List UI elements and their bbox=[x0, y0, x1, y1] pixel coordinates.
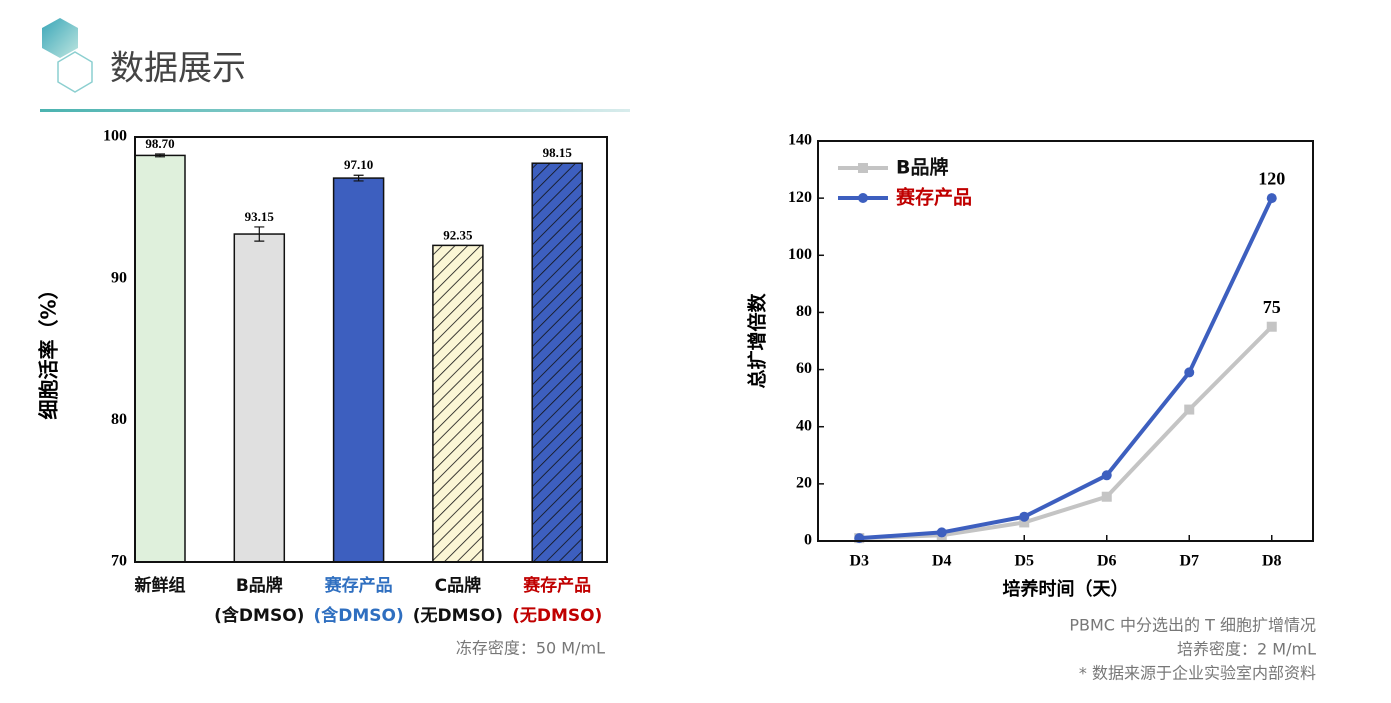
x-tick-label: D4 bbox=[932, 553, 952, 570]
y-tick-label: 70 bbox=[111, 553, 127, 570]
bar bbox=[134, 154, 186, 563]
y-tick-label: 40 bbox=[796, 417, 812, 434]
y-tick-label: 100 bbox=[103, 128, 127, 145]
marker bbox=[1184, 367, 1195, 378]
y-tick-label: 80 bbox=[111, 411, 127, 428]
y-tick-label: 100 bbox=[788, 246, 812, 263]
x-tick-label: D3 bbox=[849, 553, 869, 570]
y-axis-title: 细胞活率（%） bbox=[37, 279, 61, 419]
x-tick-label: (含DMSO) bbox=[214, 605, 304, 626]
x-tick-label: D5 bbox=[1014, 553, 1034, 570]
x-tick-label: (含DMSO) bbox=[313, 605, 403, 626]
legend-marker bbox=[858, 163, 868, 173]
plot-frame bbox=[817, 140, 1314, 542]
bar-hatch bbox=[532, 163, 583, 563]
x-tick-label: (无DMSO) bbox=[512, 606, 602, 626]
marker bbox=[1184, 404, 1195, 415]
y-tick-label: 140 bbox=[788, 132, 812, 149]
plot-frame bbox=[134, 136, 608, 563]
bar bbox=[332, 177, 385, 563]
legend-label: 赛存产品 bbox=[895, 186, 972, 209]
value-label: 97.10 bbox=[344, 157, 373, 172]
note: 冻存密度：50 M/mL bbox=[456, 639, 605, 658]
marker bbox=[1266, 193, 1277, 204]
header-icon bbox=[42, 18, 93, 93]
series-line bbox=[859, 325, 1274, 541]
marker bbox=[936, 527, 947, 538]
marker bbox=[1019, 517, 1030, 528]
error-bar bbox=[353, 174, 364, 182]
page-title: 数据展示 bbox=[110, 49, 246, 89]
x-axis-title: 培养时间（天） bbox=[1003, 578, 1129, 600]
error-bar bbox=[155, 153, 165, 158]
legend-label: B品牌 bbox=[896, 156, 948, 179]
note: * 数据来源于企业实验室内部资料 bbox=[1079, 664, 1316, 683]
x-tick-label: D7 bbox=[1179, 553, 1199, 570]
y-tick-label: 60 bbox=[796, 360, 812, 377]
value-label: 120 bbox=[1258, 168, 1285, 188]
y-tick-label: 120 bbox=[788, 189, 812, 206]
error-bar bbox=[254, 226, 265, 242]
marker bbox=[1101, 491, 1112, 502]
marker bbox=[1101, 470, 1112, 481]
value-label: 98.15 bbox=[543, 145, 573, 160]
x-tick-label: D6 bbox=[1097, 553, 1117, 570]
series-line bbox=[859, 197, 1274, 541]
y-axis-title: 总扩增倍数 bbox=[746, 293, 769, 389]
x-tick-label: (无DMSO) bbox=[413, 606, 503, 626]
x-tick-label: 赛存产品 bbox=[324, 575, 393, 596]
y-tick-label: 20 bbox=[796, 475, 812, 492]
y-tick-label: 0 bbox=[804, 532, 812, 549]
x-tick-label: C品牌 bbox=[435, 575, 481, 596]
y-tick-label: 80 bbox=[796, 303, 812, 320]
value-label: 93.15 bbox=[245, 209, 275, 224]
x-tick-label: 赛存产品 bbox=[522, 575, 591, 596]
y-tick-label: 90 bbox=[111, 269, 127, 286]
marker bbox=[1266, 321, 1277, 332]
note: PBMC 中分选出的 T 细胞扩增情况 bbox=[1069, 616, 1316, 635]
x-tick-label: B品牌 bbox=[236, 575, 283, 596]
value-label: 98.70 bbox=[145, 136, 174, 151]
value-label: 92.35 bbox=[443, 227, 473, 242]
bar-hatch bbox=[432, 245, 483, 562]
header-rule bbox=[40, 109, 630, 112]
marker bbox=[1019, 511, 1030, 522]
value-label: 75 bbox=[1263, 297, 1281, 317]
x-tick-label: 新鲜组 bbox=[135, 575, 186, 596]
x-tick-label: D8 bbox=[1262, 553, 1282, 570]
legend-marker bbox=[858, 193, 868, 203]
note: 培养密度：2 M/mL bbox=[1177, 640, 1316, 659]
bar bbox=[233, 233, 286, 563]
